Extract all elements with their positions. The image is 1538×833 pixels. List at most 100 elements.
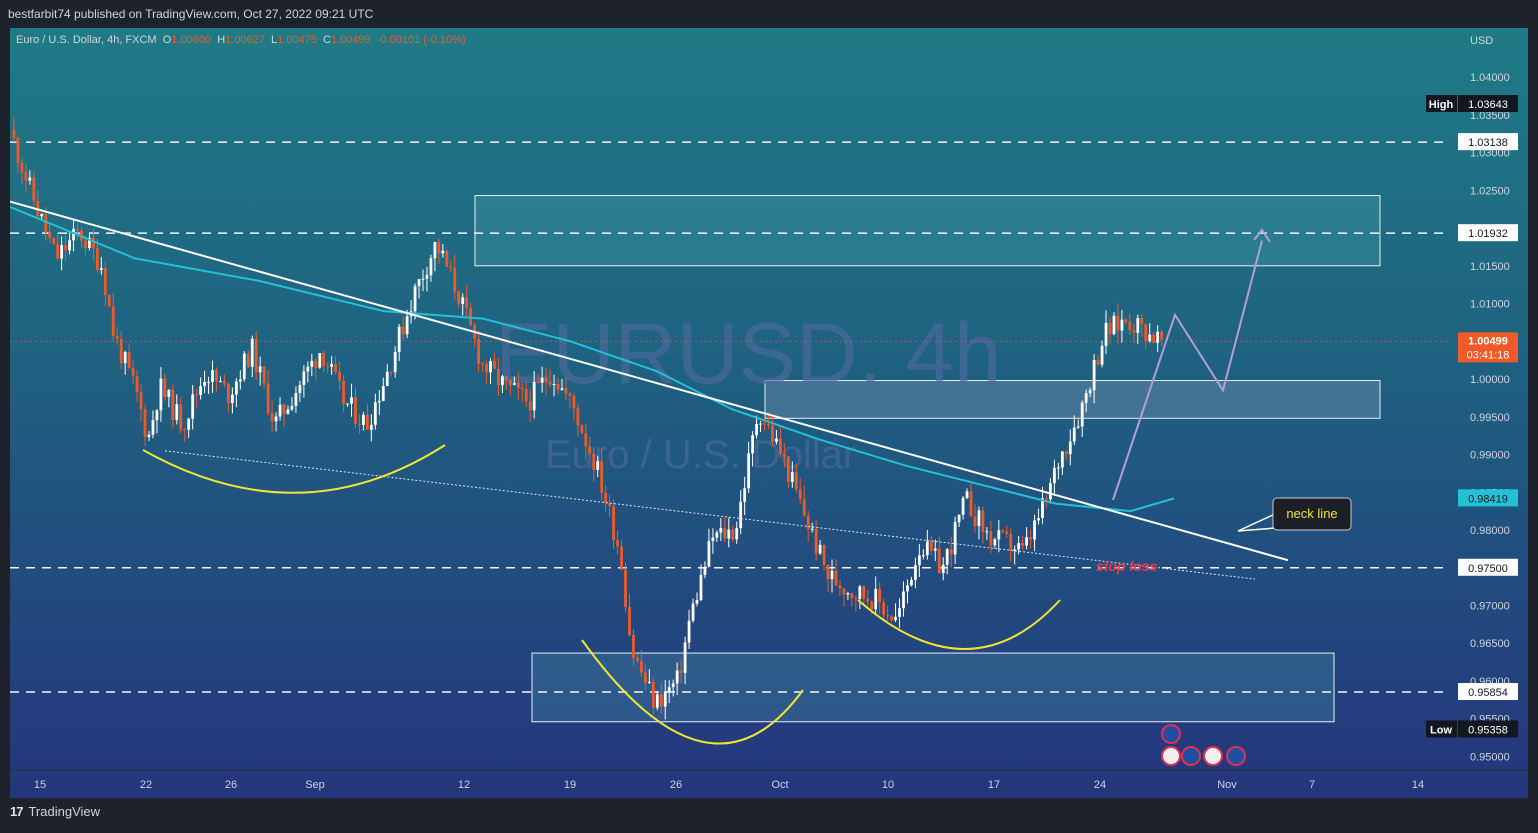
candle [604,485,608,512]
candle-body [1116,315,1120,331]
candle [1112,312,1116,336]
candle-body [949,549,953,555]
candle-body [1005,531,1009,534]
candlestick-chart[interactable]: EURUSD, 4h Euro / U.S. Dollar neck line s… [10,28,1528,798]
candle-body [568,393,572,396]
candle [747,441,751,493]
candle [115,326,119,346]
candle [1013,545,1017,565]
candle-body [719,528,723,533]
candle [1160,329,1164,346]
candle [203,370,206,394]
candle [806,510,810,542]
candle-body [632,635,635,659]
y-tick-label: 1.04000 [1470,72,1510,84]
candle [32,171,36,210]
candle-body [751,435,754,454]
candle-body [1108,322,1112,335]
candle [663,680,667,720]
candle-body [28,177,32,181]
candle-body [747,453,751,489]
candle [632,629,635,666]
candle [771,415,774,447]
candle [1152,332,1156,344]
candle-body [135,376,139,392]
candle-body [997,530,1001,540]
candle [723,516,727,543]
candle [469,302,473,326]
candle-body [628,606,631,636]
candle [147,430,151,441]
candle [894,603,897,623]
candle [846,591,850,601]
candle [326,362,330,374]
candle [616,530,619,555]
candle-body [977,510,981,527]
candle-body [544,377,548,382]
candle [16,134,20,174]
candle-body [989,531,993,546]
level-tag-4: 0.95854 [1468,687,1508,699]
candle-body [115,335,119,339]
candle [377,390,381,416]
candle-body [715,532,719,538]
candle [1124,317,1128,325]
candle-body [84,240,87,248]
candle [898,598,901,629]
candle [290,397,294,412]
candle-body [274,416,278,422]
candle [651,677,655,715]
candle-body [941,564,945,574]
candle [830,559,834,593]
tradingview-brand[interactable]: 17 TradingView [10,804,100,819]
candle [103,261,107,307]
candle [814,519,818,561]
candle [643,664,647,690]
candle-body [127,352,131,368]
candle [751,431,754,467]
candle [794,463,798,493]
candle [711,528,715,554]
candle-body [48,232,52,238]
candle-body [373,402,377,425]
candle-body [183,429,187,431]
candle [397,323,401,361]
candle-body [32,177,36,202]
candle-body [675,670,679,684]
candle [1064,450,1068,460]
candle-body [1120,319,1124,331]
chart-plot-area[interactable]: EURUSD, 4h Euro / U.S. Dollar neck line s… [10,28,1528,798]
event-flag-icon [1161,724,1181,744]
candle-body [1021,543,1025,546]
candle-body [143,409,147,438]
candle-body [88,237,91,248]
candle-body [203,382,206,387]
candle [405,309,409,339]
candle [88,232,91,251]
candle [655,692,659,711]
x-tick-label: 24 [1094,779,1106,791]
candle-body [469,307,473,325]
candle-body [322,353,326,367]
x-tick-label: 17 [988,779,1000,791]
candle [1128,313,1132,336]
candle [238,370,242,390]
candle-body [314,360,318,368]
candle [933,539,937,562]
candle-body [230,394,234,404]
candle-body [159,378,163,411]
candle-body [822,544,826,565]
candle [175,394,179,425]
event-flag-icon [1161,746,1181,766]
candle-body [640,660,643,673]
candle-body [405,316,409,335]
candle [369,414,373,442]
x-tick-label: 26 [225,779,237,791]
candle-body [516,382,520,388]
candle [242,351,246,382]
candle-body [862,586,866,599]
candle [925,529,929,560]
candle [1068,429,1072,466]
candle [882,598,886,621]
candle-body [211,370,214,382]
